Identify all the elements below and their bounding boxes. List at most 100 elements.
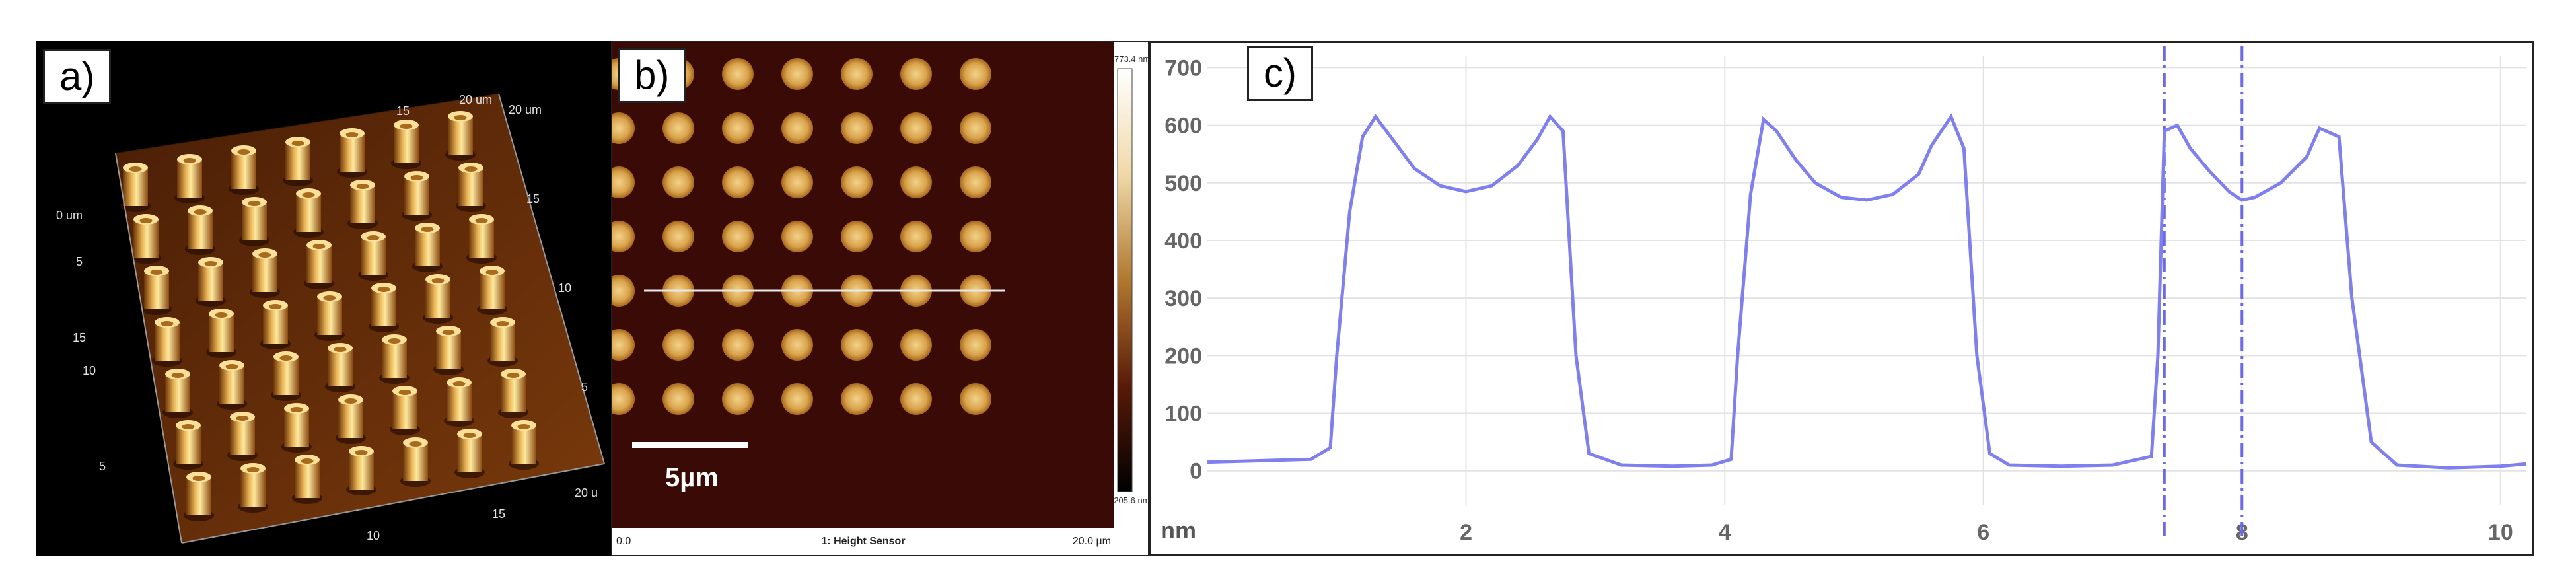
y-tick-label: 100: [1164, 402, 1202, 427]
colorbar-max: 773.4 nm: [1114, 54, 1148, 64]
pillar: [487, 317, 518, 367]
pillar: [358, 231, 388, 281]
axis-tick: 20 um: [459, 93, 492, 106]
y-tick-label: 0: [1190, 459, 1202, 484]
panel-b-label: b): [618, 48, 686, 103]
height-map-figure: 5µm 773.4 nm -205.6 nm 0.0 1: Height Sen…: [603, 42, 1150, 547]
pillar: [120, 163, 151, 212]
pillar-dot: [900, 383, 932, 415]
pillar-dot: [960, 166, 991, 198]
axis-tick: 15: [492, 507, 505, 521]
pillar: [196, 257, 226, 307]
pillar-dot: [662, 329, 694, 361]
axis-tick: 0 um: [56, 209, 83, 222]
panel-a-label: a): [43, 49, 112, 104]
pillar-dot: [960, 112, 991, 144]
pillar-dot: [900, 58, 932, 90]
pillar: [498, 369, 528, 418]
pillar: [445, 111, 476, 161]
pillar-dot: [781, 112, 813, 144]
pillar: [227, 412, 258, 461]
axis-tick: 15: [396, 104, 410, 118]
pillar: [271, 351, 301, 401]
axis-tick: 15: [73, 331, 86, 344]
pillar: [239, 197, 269, 246]
axis-tick: 5: [581, 381, 588, 394]
y-unit-label: nm: [1161, 517, 1196, 544]
pillar: [281, 403, 312, 453]
x-tick-label: 2: [1460, 520, 1472, 545]
pillar: [238, 463, 268, 513]
pillar-dot: [662, 166, 694, 198]
pillar-dot: [722, 58, 754, 90]
pillar-dot: [841, 166, 873, 198]
pillar: [206, 309, 236, 358]
axis-tick: 10: [367, 529, 380, 542]
pillar-dot: [960, 58, 991, 90]
cursor-markers: [2163, 46, 2244, 538]
pillar: [369, 283, 399, 332]
panel-c-label: c): [1247, 46, 1313, 101]
panel-a-3d-afm: a) 0 um 5 10 15 5 20 um 15: [36, 41, 611, 556]
x-tick-label: 6: [1977, 520, 1989, 545]
pillar-dot: [781, 383, 813, 415]
x-tick-label: 4: [1719, 520, 1731, 545]
pillar: [250, 248, 280, 298]
y-tick-label: 500: [1164, 171, 1202, 196]
pillar: [402, 171, 432, 221]
pillar-dot: [781, 221, 813, 252]
pillar: [390, 386, 420, 435]
pillar-dot: [841, 112, 873, 144]
pillar-dot: [900, 221, 932, 252]
pillar-grid: [120, 111, 539, 521]
pillar-dot: [781, 329, 813, 361]
colorbar: [1117, 68, 1133, 492]
pillar: [337, 128, 367, 178]
pillar: [185, 205, 215, 255]
pillar: [391, 120, 421, 169]
pillar: [131, 214, 161, 264]
pillar: [433, 326, 464, 375]
pillar: [283, 137, 313, 186]
pillar: [379, 334, 410, 384]
pillar-dot: [781, 58, 813, 90]
pillar: [325, 343, 355, 392]
axis-tick: 5: [76, 255, 83, 268]
scale-bar-label: 5µm: [665, 463, 719, 492]
y-tick-label: 400: [1164, 229, 1202, 254]
pillar: [184, 472, 214, 521]
pillar-dot: [960, 329, 991, 361]
pillar-dot: [900, 329, 932, 361]
height-profile-line: [1207, 113, 2527, 470]
pillar-dot: [900, 112, 932, 144]
pillar-dot: [662, 112, 694, 144]
pillar: [400, 437, 431, 487]
pillar-dot: [841, 329, 873, 361]
pillar: [141, 266, 172, 315]
pillar-dot: [722, 329, 754, 361]
axis-tick: 20 um: [509, 103, 542, 116]
channel-label: 1: Height Sensor: [821, 536, 905, 547]
colorbar-min: -205.6 nm: [1111, 495, 1148, 505]
pillar: [152, 317, 182, 367]
pillar: [217, 360, 247, 410]
axis-tick: 10: [558, 281, 571, 295]
axis-tick: 5: [99, 460, 106, 473]
axis-tick: 15: [526, 192, 540, 205]
pillar: [456, 163, 486, 212]
pillar: [314, 291, 345, 341]
pillar: [346, 446, 376, 495]
x-end-label: 20.0 µm: [1073, 536, 1111, 547]
pillar: [173, 420, 203, 470]
afm-3d-surface: 0 um 5 10 15 5 20 um 15 20 um 15 10 5 20…: [56, 93, 605, 544]
y-tick-label: 200: [1164, 344, 1202, 369]
pillar-dot: [722, 166, 754, 198]
pillar: [444, 377, 474, 427]
pillar-dot: [662, 221, 694, 252]
afm-axes: 0 um 5 10 15 5 20 um 15 20 um 15 10 5 20…: [56, 93, 605, 544]
chart-grid: [1207, 56, 2526, 505]
pillar: [293, 188, 324, 238]
x-tick-label: 10: [2488, 520, 2513, 545]
